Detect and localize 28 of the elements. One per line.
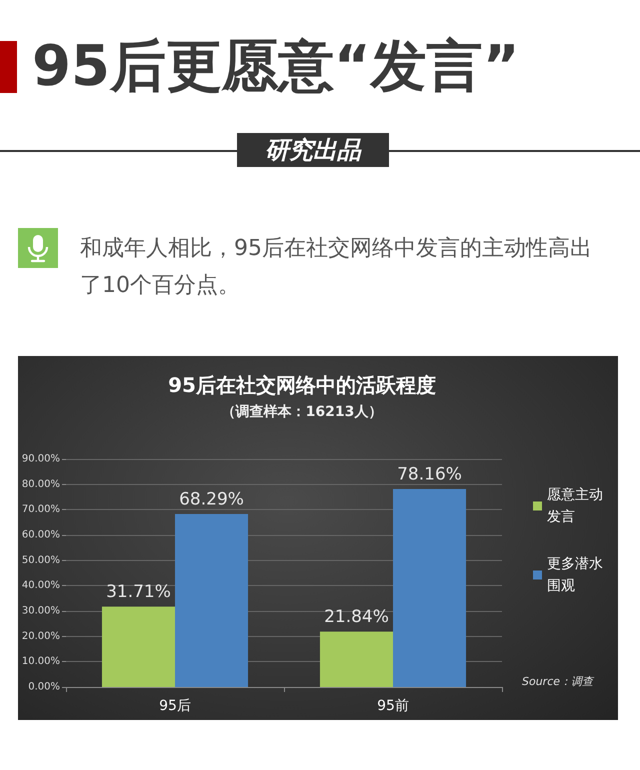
chart-subtitle: （调查样本：16213人）: [222, 404, 382, 420]
y-tick-label: 10.00%: [22, 656, 60, 668]
bar: [393, 488, 466, 687]
data-label: 31.71%: [106, 582, 171, 602]
y-tick-label: 0.00%: [28, 682, 60, 692]
text: 和成年人相比，95后在社交网络中发言的主动性高出了10个百分点。: [80, 235, 593, 300]
banner: 研究出品: [237, 133, 389, 167]
y-tick-label: 70.00%: [22, 504, 60, 516]
source-note: Source：调查: [522, 675, 596, 688]
y-tick-label: 50.00%: [22, 554, 60, 566]
y-tick-label: 80.00%: [22, 478, 60, 490]
bar: [102, 606, 175, 687]
data-label: 68.29%: [179, 490, 244, 510]
y-tick-label: 60.00%: [22, 530, 60, 540]
data-label: 78.16%: [397, 464, 462, 484]
text: 95后更愿意“发言”: [32, 34, 520, 99]
legend-label: 愿意主动发言: [547, 487, 603, 525]
bar: [175, 514, 248, 687]
bar: [320, 632, 393, 687]
y-tick-label: 90.00%: [22, 454, 60, 464]
y-tick-label: 30.00%: [22, 606, 60, 616]
y-tick-label: 20.00%: [22, 630, 60, 642]
data-label: 21.84%: [324, 607, 389, 628]
y-tick-label: 40.00%: [22, 580, 60, 592]
chart-title: 95后在社交网络中的活跃程度: [168, 373, 436, 397]
x-tick-label: 95前: [377, 698, 409, 714]
x-tick-label: 95后: [159, 698, 191, 714]
legend-label: 更多潜水围观: [547, 556, 603, 594]
